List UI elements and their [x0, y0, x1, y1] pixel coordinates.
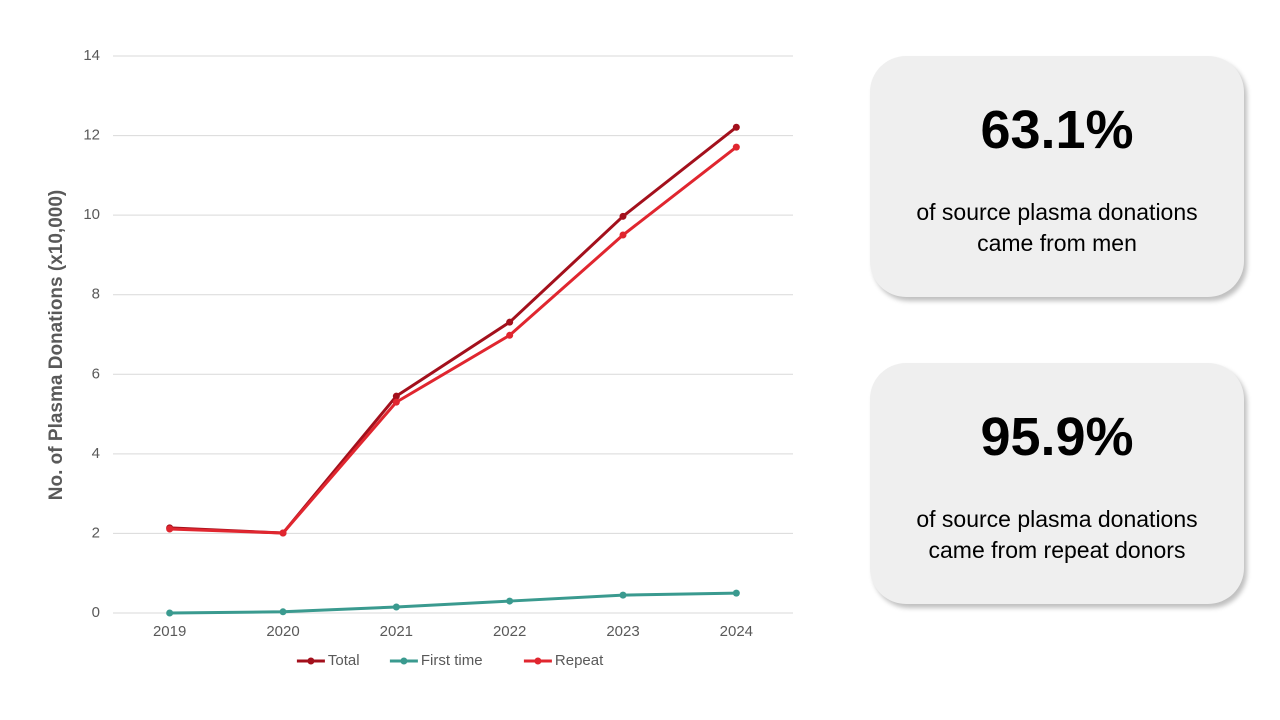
stat-card: 63.1% of source plasma donations came fro… [870, 56, 1244, 297]
series-marker [732, 143, 740, 151]
series-marker [619, 212, 627, 220]
series-marker [506, 331, 514, 339]
stat-value: 95.9% [980, 407, 1134, 467]
legend-label: Total [328, 652, 360, 669]
y-tick-label: 6 [92, 365, 100, 382]
series-marker [392, 603, 400, 611]
series-marker [619, 231, 627, 239]
legend-marker [534, 657, 542, 665]
legend-marker [400, 657, 408, 665]
chart: No. of Plasma Donations (x10,000) 0 2 4 6 8 1… [46, 47, 793, 669]
y-tick-label: 14 [83, 47, 100, 64]
x-tick-label: 2021 [380, 623, 413, 640]
legend-marker [307, 657, 315, 665]
x-tick-label: 2020 [266, 623, 299, 640]
y-tick-label: 10 [83, 206, 100, 223]
series-marker [732, 589, 740, 597]
series-line [169, 591, 737, 615]
x-tick-label: 2024 [720, 623, 753, 640]
series-marker [506, 318, 514, 326]
x-tick-label: 2023 [606, 623, 639, 640]
x-tick-label: 2022 [493, 623, 526, 640]
series-marker [506, 597, 514, 605]
stat-line: came from men [977, 230, 1137, 256]
stat-text: of source plasma donations came from repe… [870, 504, 1244, 566]
stat-text: of source plasma donations came from men [870, 197, 1244, 259]
series-marker [166, 609, 174, 617]
y-tick-label: 2 [92, 524, 100, 541]
y-tick-label: 12 [83, 127, 100, 144]
stat-card: 95.9% of source plasma donations came fro… [870, 363, 1244, 604]
stat-line: came from repeat donors [928, 537, 1186, 563]
stat-line: of source plasma donations [916, 199, 1198, 225]
y-tick-label: 8 [92, 286, 100, 303]
y-axis-label: No. of Plasma Donations (x10,000) [46, 190, 67, 500]
y-tick-label: 4 [92, 445, 100, 462]
legend-label: Repeat [555, 652, 604, 669]
series-line [169, 145, 738, 535]
stat-line: of source plasma donations [916, 506, 1198, 532]
x-tick-label: 2019 [153, 623, 186, 640]
series-marker [279, 608, 287, 616]
series-marker [392, 398, 400, 406]
series-marker [732, 123, 740, 131]
series-line [169, 126, 738, 535]
legend-label: First time [421, 652, 483, 669]
series-marker [392, 392, 400, 400]
series-marker [166, 525, 174, 533]
series-marker [279, 529, 287, 537]
y-tick-label: 0 [92, 604, 100, 621]
stat-value: 63.1% [980, 100, 1134, 160]
series-marker [619, 591, 627, 599]
